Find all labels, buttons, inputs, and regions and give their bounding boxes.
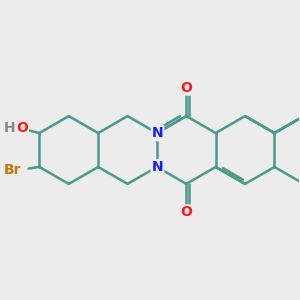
- Text: Br: Br: [3, 163, 21, 177]
- Text: O: O: [180, 206, 192, 219]
- Text: H: H: [4, 121, 15, 135]
- Text: O: O: [180, 81, 192, 94]
- Text: O: O: [16, 121, 28, 135]
- Text: N: N: [152, 126, 163, 140]
- Text: N: N: [152, 160, 163, 174]
